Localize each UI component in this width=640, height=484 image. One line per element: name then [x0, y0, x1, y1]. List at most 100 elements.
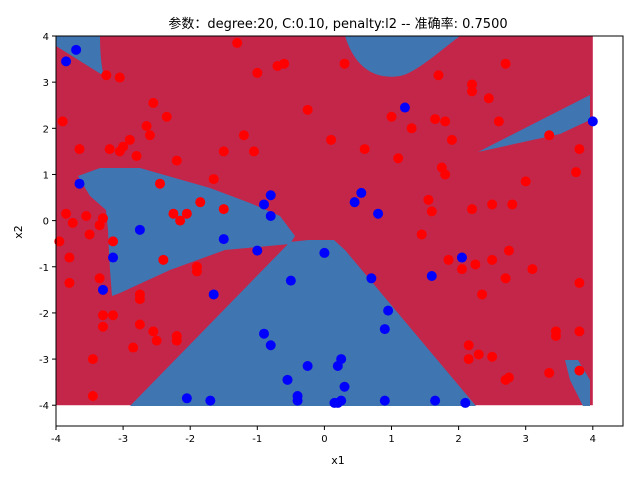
red-point-68: [440, 169, 451, 180]
red-point-89: [503, 245, 514, 256]
blue-point-32: [379, 324, 390, 335]
blue-region-top-left: [56, 36, 104, 76]
red-point-17: [104, 144, 115, 155]
blue-region-top-center: [345, 36, 460, 77]
x-tick-label-2: -2: [185, 434, 195, 445]
red-point-8: [84, 229, 95, 240]
blue-point-28: [349, 197, 360, 208]
red-point-87: [500, 58, 511, 69]
red-point-74: [463, 354, 474, 365]
blue-point-16: [282, 374, 293, 385]
y-axis: -4 -3 -2 -1 0 1 2 3 4: [39, 32, 56, 412]
blue-point-39: [460, 397, 471, 408]
y-tick-label-6: 2: [43, 124, 49, 135]
red-point-97: [550, 331, 561, 341]
red-point-85: [493, 116, 504, 127]
chart-title: 参数：degree:20, C:0.10, penalty:l2 -- 准确率:…: [168, 16, 507, 32]
blue-point-0: [61, 56, 72, 67]
blue-point-40: [587, 116, 598, 127]
blue-point-34: [383, 305, 394, 316]
red-point-19: [108, 310, 119, 321]
y-tick-label-7: 3: [43, 78, 49, 89]
blue-region-bottom: [130, 240, 476, 406]
x-tick-label-1: -3: [118, 434, 128, 445]
scatter-points: [54, 37, 598, 408]
x-tick-label-7: 3: [523, 434, 529, 445]
red-point-9: [87, 354, 98, 365]
red-point-41: [175, 215, 186, 226]
red-point-52: [252, 67, 263, 78]
red-point-13: [97, 321, 108, 332]
red-point-78: [470, 259, 481, 270]
red-point-101: [574, 326, 585, 337]
red-point-79: [473, 349, 484, 360]
red-point-91: [507, 199, 518, 210]
red-point-102: [574, 365, 585, 376]
x-axis-label: x1: [331, 454, 345, 467]
red-point-94: [544, 367, 555, 378]
red-point-66: [433, 70, 444, 81]
red-point-24: [128, 342, 139, 353]
red-point-80: [477, 289, 488, 300]
plot-area: [54, 36, 598, 408]
red-point-100: [574, 277, 585, 288]
blue-point-38: [456, 252, 467, 263]
red-point-99: [574, 144, 585, 155]
blue-point-1: [71, 44, 82, 55]
red-point-54: [279, 58, 290, 69]
red-point-83: [487, 351, 498, 362]
red-point-71: [446, 134, 457, 145]
blue-point-4: [108, 252, 119, 263]
red-point-29: [141, 121, 152, 131]
blue-point-12: [259, 328, 270, 339]
x-tick-label-0: -4: [51, 434, 61, 445]
red-point-62: [416, 229, 427, 240]
blue-point-6: [181, 393, 192, 404]
blue-point-17: [285, 275, 296, 286]
blue-point-26: [336, 395, 347, 406]
x-tick-label-8: 4: [590, 434, 596, 445]
red-point-2: [61, 208, 72, 219]
red-point-0: [54, 236, 65, 247]
red-point-59: [386, 111, 397, 122]
red-point-95: [544, 130, 555, 141]
red-point-64: [426, 206, 437, 217]
red-point-32: [148, 97, 159, 108]
red-point-84: [487, 199, 498, 210]
red-point-33: [151, 335, 162, 346]
blue-region-right-spike: [478, 95, 590, 152]
red-point-55: [302, 104, 313, 115]
red-point-61: [406, 123, 417, 134]
red-point-12: [94, 273, 105, 284]
red-point-6: [74, 144, 85, 155]
blue-point-36: [426, 271, 437, 281]
red-point-3: [64, 252, 75, 263]
blue-point-35: [399, 102, 410, 113]
red-point-1: [57, 116, 68, 127]
blue-point-5: [134, 224, 145, 235]
red-point-39: [171, 335, 182, 346]
red-point-42: [181, 208, 192, 219]
x-tick-label-6: 2: [455, 434, 461, 445]
blue-point-30: [366, 273, 377, 284]
red-point-47: [218, 146, 229, 157]
red-point-15: [97, 213, 108, 224]
red-point-82: [487, 254, 498, 265]
red-point-44: [191, 266, 202, 277]
red-point-16: [101, 70, 112, 81]
red-point-98: [571, 167, 582, 178]
red-point-50: [238, 130, 249, 141]
blue-point-9: [218, 234, 229, 245]
blue-point-29: [356, 187, 367, 198]
blue-point-8: [208, 289, 219, 300]
blue-point-10: [252, 245, 263, 256]
red-point-48: [218, 204, 229, 215]
y-tick-label-2: -2: [39, 309, 49, 320]
blue-point-25: [336, 354, 347, 365]
blue-point-3: [97, 284, 108, 295]
blue-point-13: [265, 340, 276, 351]
blue-point-33: [379, 395, 390, 406]
red-point-72: [456, 264, 467, 275]
